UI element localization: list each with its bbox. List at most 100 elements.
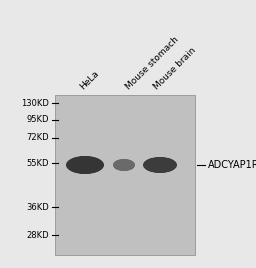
Ellipse shape: [79, 162, 91, 168]
Ellipse shape: [116, 161, 132, 169]
Ellipse shape: [148, 159, 172, 171]
Ellipse shape: [148, 160, 172, 170]
Ellipse shape: [152, 161, 168, 169]
Ellipse shape: [149, 160, 171, 170]
Ellipse shape: [119, 162, 129, 168]
Ellipse shape: [77, 161, 93, 169]
Ellipse shape: [83, 164, 87, 166]
Ellipse shape: [158, 164, 162, 166]
Text: 36KD: 36KD: [26, 203, 49, 211]
Ellipse shape: [74, 160, 95, 170]
Ellipse shape: [115, 160, 133, 170]
Ellipse shape: [153, 162, 167, 168]
Ellipse shape: [72, 159, 98, 171]
Ellipse shape: [80, 163, 90, 167]
Ellipse shape: [146, 158, 174, 172]
Ellipse shape: [146, 158, 174, 172]
Ellipse shape: [74, 160, 96, 170]
Ellipse shape: [145, 158, 175, 172]
Ellipse shape: [157, 164, 163, 166]
Ellipse shape: [123, 164, 125, 166]
Ellipse shape: [116, 161, 131, 169]
Ellipse shape: [122, 164, 126, 166]
Ellipse shape: [83, 164, 87, 166]
Ellipse shape: [157, 163, 163, 166]
Ellipse shape: [114, 160, 134, 170]
Ellipse shape: [67, 157, 103, 173]
Ellipse shape: [152, 161, 168, 169]
Text: HeLa: HeLa: [79, 68, 101, 91]
Ellipse shape: [151, 161, 169, 169]
Ellipse shape: [120, 163, 128, 167]
Ellipse shape: [83, 164, 87, 166]
Ellipse shape: [119, 162, 130, 168]
Ellipse shape: [118, 162, 130, 168]
Ellipse shape: [120, 163, 129, 168]
Ellipse shape: [122, 164, 126, 166]
Ellipse shape: [118, 162, 130, 169]
Ellipse shape: [120, 163, 127, 167]
Ellipse shape: [69, 158, 101, 172]
Ellipse shape: [116, 161, 132, 169]
Ellipse shape: [73, 159, 97, 171]
Ellipse shape: [157, 163, 163, 167]
Ellipse shape: [148, 159, 172, 171]
Ellipse shape: [122, 164, 126, 166]
Ellipse shape: [114, 159, 134, 170]
Ellipse shape: [144, 157, 176, 173]
Ellipse shape: [115, 160, 133, 170]
Ellipse shape: [155, 163, 165, 168]
Ellipse shape: [153, 162, 167, 168]
Text: 72KD: 72KD: [26, 133, 49, 143]
Ellipse shape: [71, 158, 99, 172]
Ellipse shape: [147, 159, 173, 171]
Ellipse shape: [118, 161, 131, 169]
Ellipse shape: [73, 159, 97, 171]
Ellipse shape: [146, 159, 174, 172]
Ellipse shape: [120, 163, 128, 167]
Ellipse shape: [114, 159, 134, 171]
Ellipse shape: [74, 160, 97, 170]
Ellipse shape: [144, 158, 176, 172]
Ellipse shape: [77, 161, 93, 169]
Ellipse shape: [119, 162, 129, 168]
Ellipse shape: [76, 161, 94, 169]
Ellipse shape: [78, 162, 92, 168]
Ellipse shape: [66, 156, 104, 174]
Ellipse shape: [156, 163, 164, 167]
Ellipse shape: [68, 157, 102, 173]
Text: 95KD: 95KD: [27, 116, 49, 125]
Ellipse shape: [72, 159, 98, 171]
Ellipse shape: [80, 162, 90, 168]
Text: Mouse brain: Mouse brain: [152, 45, 197, 91]
Ellipse shape: [123, 164, 125, 166]
Ellipse shape: [70, 158, 100, 172]
Ellipse shape: [121, 163, 127, 167]
Ellipse shape: [69, 157, 101, 173]
Ellipse shape: [76, 161, 94, 169]
Ellipse shape: [158, 164, 162, 166]
Text: Mouse stomach: Mouse stomach: [124, 35, 180, 91]
Ellipse shape: [150, 161, 170, 170]
Ellipse shape: [67, 156, 103, 174]
Text: 28KD: 28KD: [26, 230, 49, 240]
Ellipse shape: [115, 160, 133, 170]
Ellipse shape: [82, 163, 88, 167]
Ellipse shape: [68, 157, 102, 173]
Ellipse shape: [147, 159, 173, 171]
Text: 130KD: 130KD: [21, 99, 49, 107]
Text: ADCYAP1R1: ADCYAP1R1: [208, 160, 256, 170]
Ellipse shape: [149, 160, 171, 170]
Ellipse shape: [81, 163, 89, 167]
Ellipse shape: [154, 162, 166, 168]
Ellipse shape: [116, 161, 132, 169]
Ellipse shape: [117, 161, 131, 169]
Ellipse shape: [118, 162, 130, 168]
Ellipse shape: [113, 159, 135, 171]
Ellipse shape: [113, 159, 135, 171]
Ellipse shape: [121, 163, 127, 167]
Ellipse shape: [154, 162, 166, 168]
Ellipse shape: [78, 162, 92, 168]
Ellipse shape: [114, 160, 134, 170]
Ellipse shape: [119, 162, 129, 168]
